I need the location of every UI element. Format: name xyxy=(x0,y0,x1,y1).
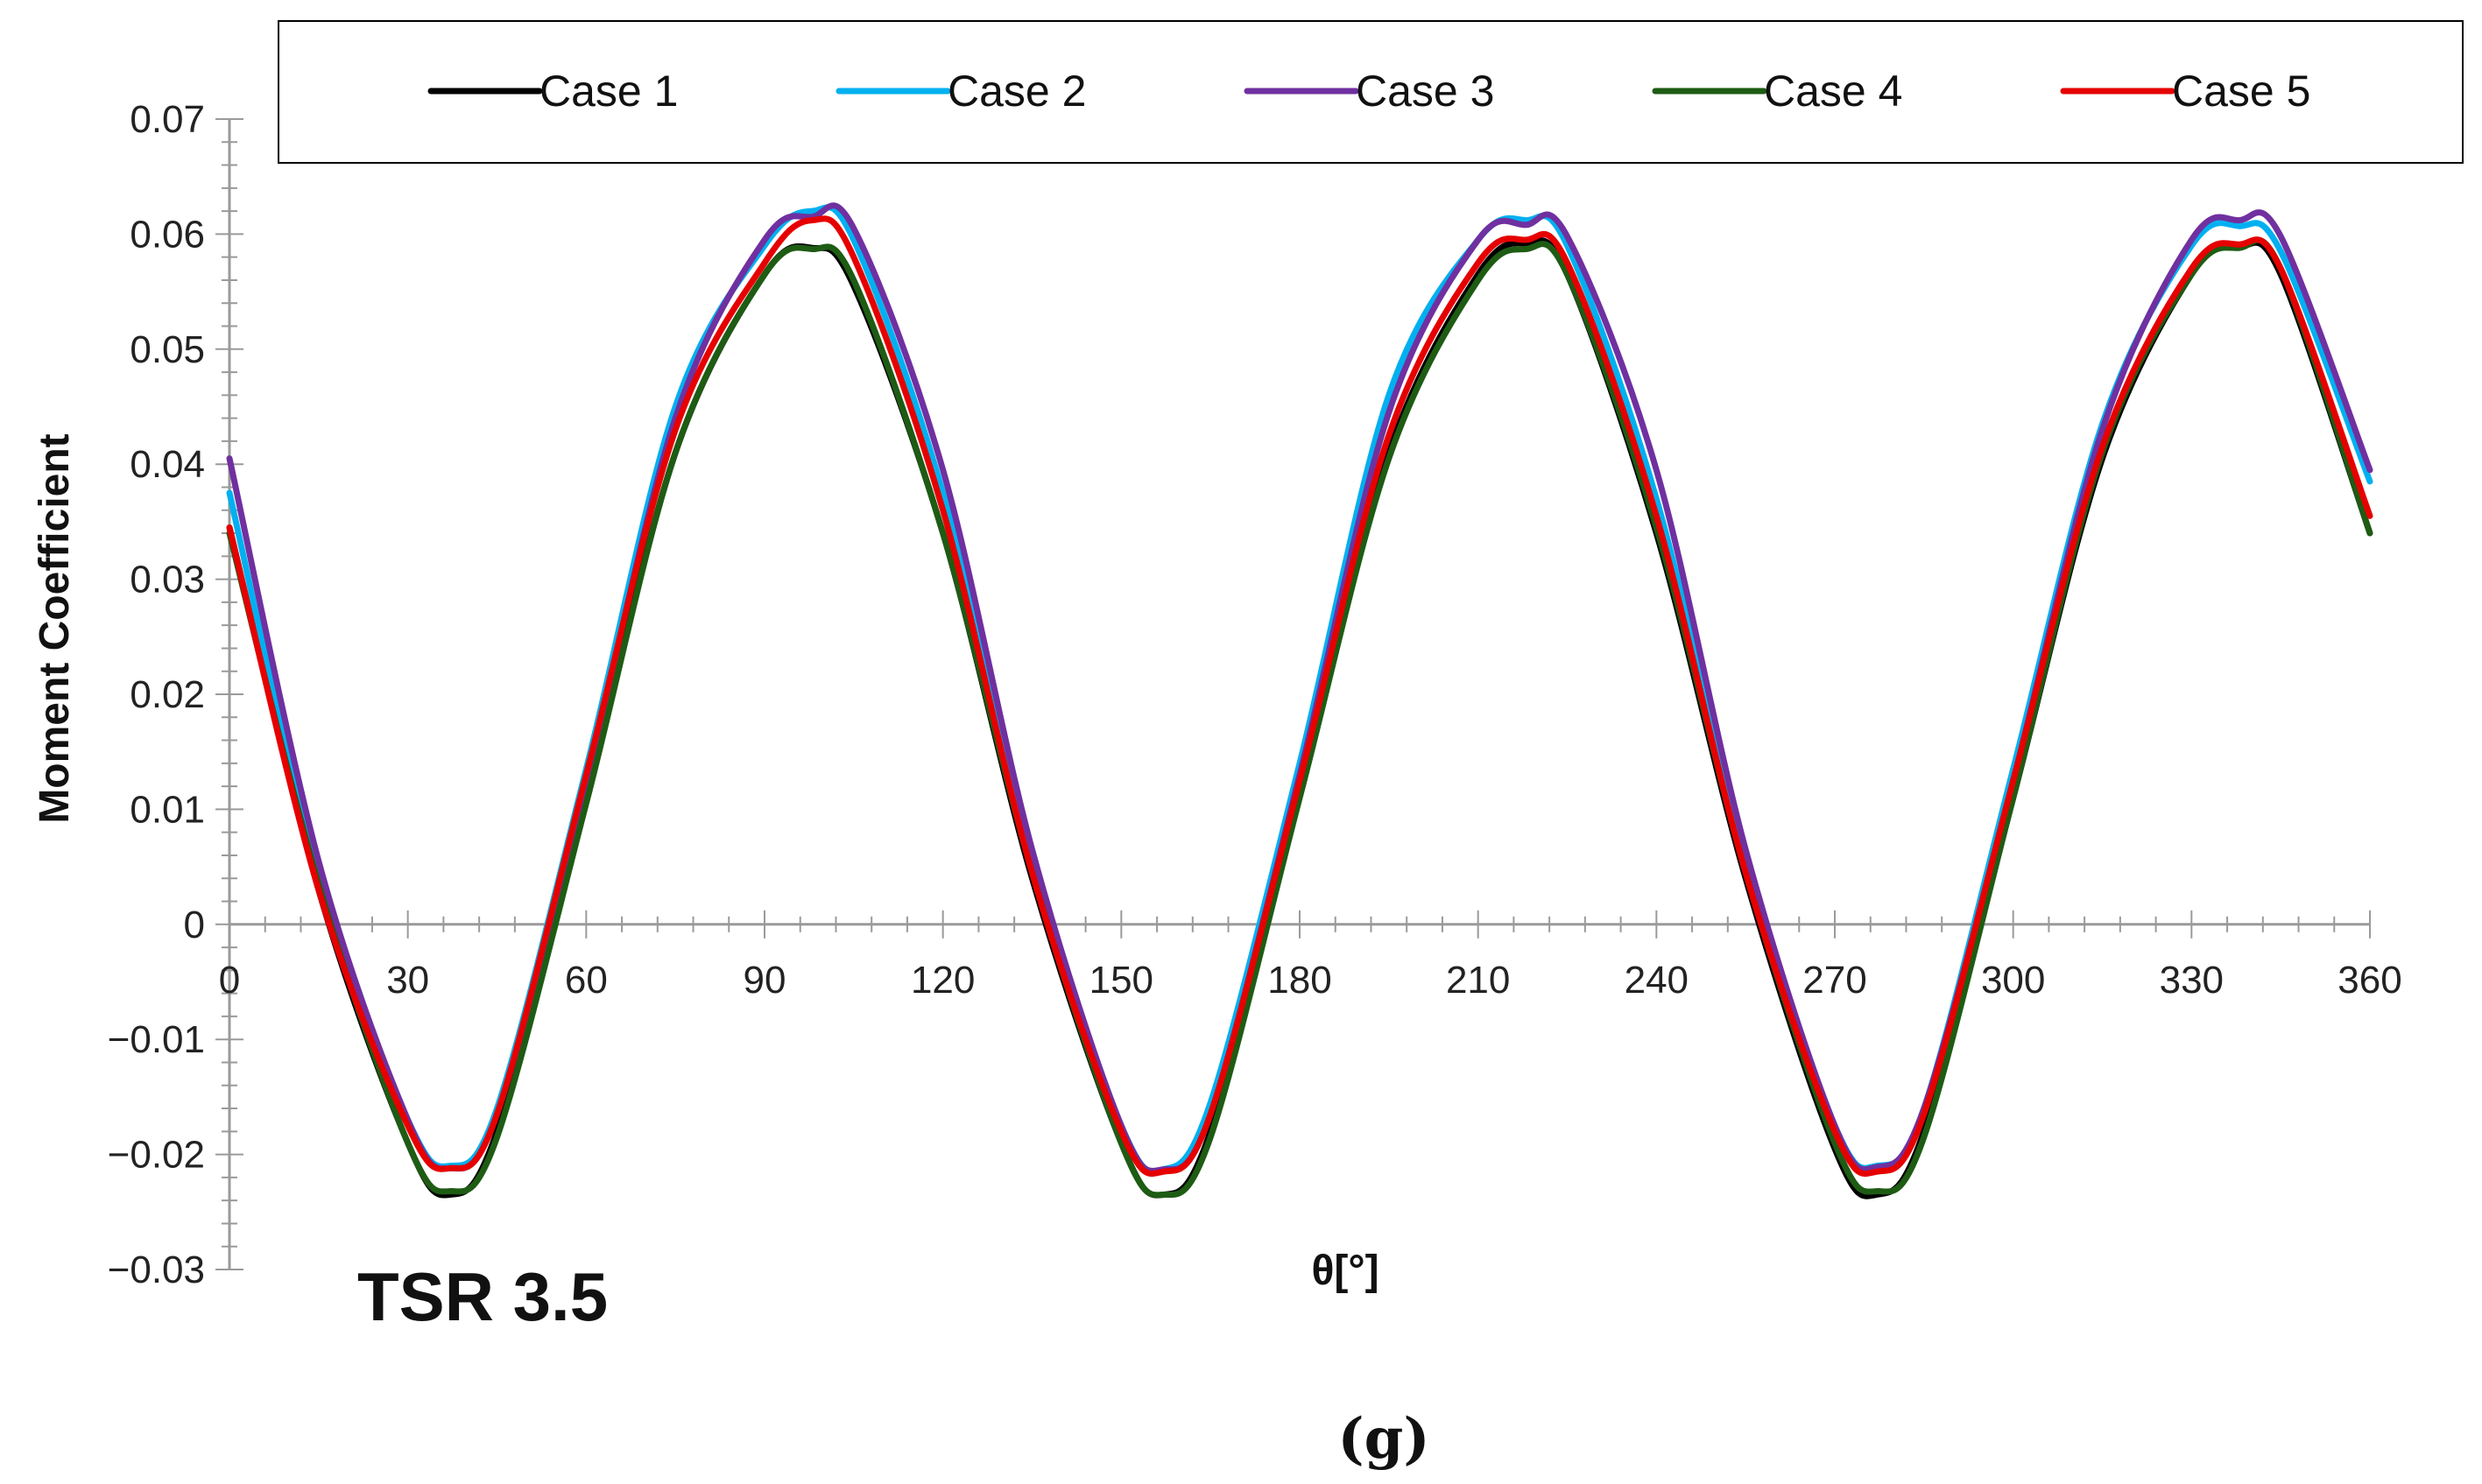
x-tick-label: 360 xyxy=(2337,959,2401,1002)
x-tick-label: 210 xyxy=(1446,959,1510,1002)
y-tick-label: 0 xyxy=(184,904,205,946)
x-tick-label: 330 xyxy=(2160,959,2224,1002)
legend-label-case-3: Case 3 xyxy=(1356,67,1494,116)
x-axis-title: θ[°] xyxy=(1311,1248,1378,1294)
x-tick-label: 60 xyxy=(565,959,608,1002)
series-line-case-3 xyxy=(226,202,2373,1174)
series-line-case-1 xyxy=(226,237,2373,1199)
series-lines xyxy=(226,202,2373,1199)
x-tick-label: 240 xyxy=(1625,959,1689,1002)
tsr-annotation: TSR 3.5 xyxy=(357,1258,608,1335)
x-tick-label: 0 xyxy=(219,959,240,1002)
x-tick-labels: 0 30 60 90 120 150 180 210 240 270 300 330 360 xyxy=(219,959,2402,1002)
x-tick-label: 180 xyxy=(1267,959,1331,1002)
y-tick-label: 0.02 xyxy=(130,673,205,716)
x-tick-label: 150 xyxy=(1089,959,1153,1002)
series-line-case-2 xyxy=(226,204,2373,1175)
chart-axes xyxy=(215,118,2371,1270)
y-tick-label: 0.05 xyxy=(130,328,205,371)
y-tick-label: 0.06 xyxy=(130,213,205,256)
series-line-case-4 xyxy=(226,236,2373,1199)
x-tick-label: 90 xyxy=(744,959,786,1002)
series-line-case-5 xyxy=(226,215,2373,1178)
x-tick-label: 30 xyxy=(386,959,429,1002)
y-axis-title: Moment Coefficient xyxy=(32,433,78,823)
x-tick-label: 120 xyxy=(911,959,975,1002)
y-tick-label: 0.04 xyxy=(130,443,205,486)
legend-label-case-1: Case 1 xyxy=(539,67,678,116)
legend-label-case-4: Case 4 xyxy=(1764,67,1902,116)
y-tick-label: 0.03 xyxy=(130,559,205,601)
y-tick-label: 0.07 xyxy=(130,98,205,141)
legend-label-case-5: Case 5 xyxy=(2172,67,2310,116)
y-tick-label: −0.03 xyxy=(108,1248,205,1291)
x-tick-label: 270 xyxy=(1802,959,1866,1002)
legend-label-case-2: Case 2 xyxy=(948,67,1086,116)
x-tick-label: 300 xyxy=(1981,959,2045,1002)
y-tick-label: −0.01 xyxy=(108,1018,205,1061)
y-tick-label: −0.02 xyxy=(108,1134,205,1177)
y-tick-labels: −0.03 −0.02 −0.01 0 0.01 0.02 0.03 0.04 0.05 0.06… xyxy=(108,98,205,1291)
chart-legend: Case 1 Case 2 Case 3 Case 4 Case 5 xyxy=(278,20,2464,164)
y-tick-label: 0.01 xyxy=(130,788,205,831)
figure-caption: (g) xyxy=(1337,1406,1429,1472)
